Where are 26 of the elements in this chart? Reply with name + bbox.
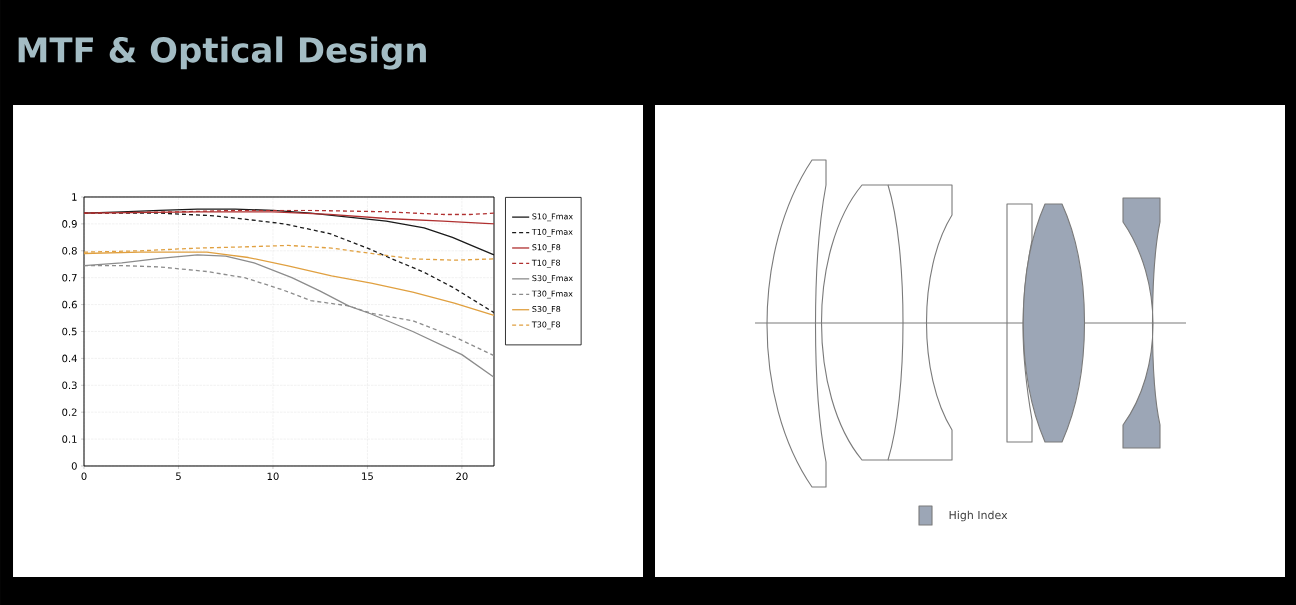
y-tick-label: 0.7	[62, 273, 77, 282]
legend-label: S30_F8	[532, 306, 561, 314]
legend-label: T30_F8	[531, 321, 561, 330]
legend-label: T30_Fmax	[531, 290, 573, 299]
y-tick-label: 1	[72, 193, 77, 201]
legend-label: S10_F8	[532, 244, 561, 253]
y-tick-label: 0.3	[62, 381, 77, 390]
y-tick-label: 0.2	[62, 408, 77, 416]
y-tick-label: 0.4	[62, 354, 77, 363]
y-tick-label: 0.8	[62, 247, 77, 255]
text: High Index	[949, 510, 1008, 522]
y-tick-label: 0.6	[62, 300, 77, 309]
chart-title: MTF & Optical Design	[18, 36, 426, 70]
x-tick-label: 0	[81, 472, 87, 481]
x-tick-label: 10	[267, 472, 279, 481]
legend-label: S30_Fmax	[532, 275, 573, 283]
legend-label: T10_Fmax	[531, 228, 573, 237]
x-tick-label: 20	[456, 472, 468, 481]
y-tick-label: 0	[71, 462, 77, 470]
x-tick-label: 15	[362, 472, 373, 480]
y-tick-label: 0.1	[62, 435, 77, 443]
y-tick-label: 0.5	[62, 327, 77, 336]
x-tick-label: 5	[176, 472, 181, 480]
y-tick-label: 0.9	[62, 220, 77, 228]
legend-label: S10_Fmax	[532, 213, 573, 222]
legend-label: T10_F8	[531, 259, 561, 268]
